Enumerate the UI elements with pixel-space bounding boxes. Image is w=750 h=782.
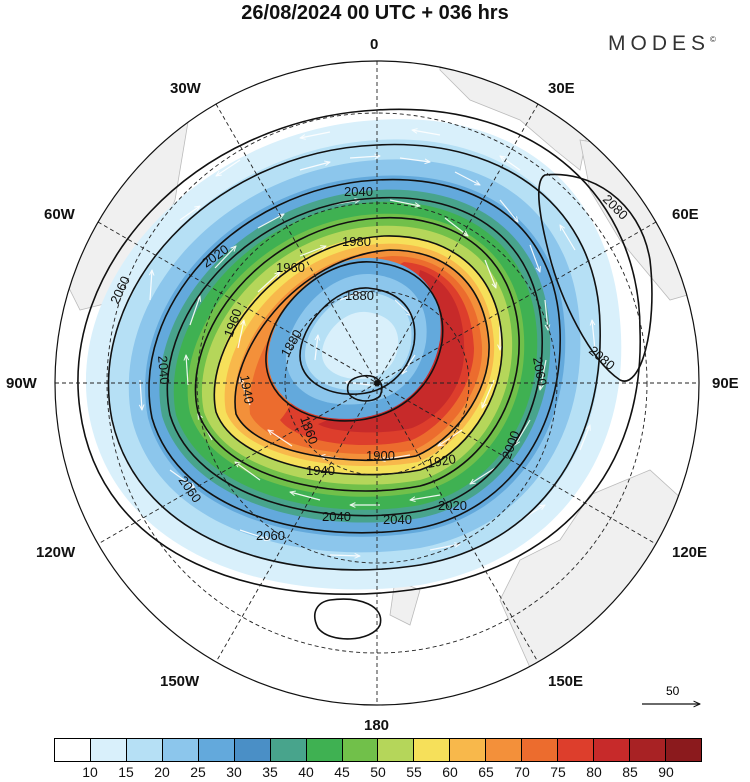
colorbar-segment (342, 739, 379, 761)
lon-label-180: 180 (364, 717, 390, 734)
lon-label-60w: 60W (44, 206, 75, 223)
colorbar-segment (378, 739, 415, 761)
brand-logo: MODES© (608, 32, 716, 55)
colorbar-tick-label: 65 (478, 764, 494, 780)
colorbar-tick-label: 30 (226, 764, 242, 780)
colorbar-segment (414, 739, 451, 761)
contour-label: 2060 (530, 356, 550, 387)
lon-label-0: 0 (370, 36, 379, 53)
colorbar-segment (665, 739, 701, 761)
colorbar-segment (594, 739, 630, 761)
colorbar-tick-label: 55 (406, 764, 422, 780)
colorbar-tick-label: 85 (622, 764, 638, 780)
lon-label-90w: 90W (6, 375, 37, 392)
colorbar-tick-label: 40 (298, 764, 314, 780)
contour-label: 1940 (306, 463, 335, 478)
colorbar-tick-label: 80 (586, 764, 602, 780)
lon-label-120e: 120E (672, 544, 708, 561)
lon-label-90e: 90E (712, 375, 739, 392)
colorbar-segment (486, 739, 523, 761)
colorbar-segment (90, 739, 127, 761)
colorbar-segment (558, 739, 595, 761)
colorbar-tick-label: 25 (190, 764, 206, 780)
contour-label: 1960 (276, 260, 305, 275)
colorbar-tick-label: 70 (514, 764, 530, 780)
colorbar-segment (126, 739, 163, 761)
lon-label-30e: 30E (548, 80, 575, 97)
colorbar-tick-label: 50 (370, 764, 386, 780)
colorbar-tick-label: 20 (154, 764, 170, 780)
colorbar-tick-label: 90 (658, 764, 674, 780)
colorbar-segment (55, 739, 91, 761)
colorbar-tick-label: 15 (118, 764, 134, 780)
lon-label-120w: 120W (36, 544, 76, 561)
height-contours (77, 108, 653, 640)
colorbar-tick-label: 75 (550, 764, 566, 780)
lon-label-60e: 60E (672, 206, 699, 223)
pole-marker (374, 380, 380, 386)
colorbar-segment (234, 739, 271, 761)
lon-label-30w: 30W (170, 80, 201, 97)
colorbar-segment (450, 739, 487, 761)
colorbar-segment (198, 739, 235, 761)
colorbar-tick-label: 45 (334, 764, 350, 780)
lon-label-150e: 150E (548, 673, 584, 690)
reference-vector-label: 50 (666, 684, 680, 698)
colorbar-segment (306, 739, 343, 761)
contour-label: 2060 (256, 528, 285, 543)
polar-map: 2040 1980 1960 1880 2020 1960 1880 1860 … (54, 60, 700, 706)
contour-label: 2040 (322, 509, 351, 524)
contour-label: 1900 (366, 448, 395, 463)
map-title: 26/08/2024 00 UTC + 036 hrs (241, 2, 509, 24)
contour-label: 2040 (383, 512, 412, 527)
contour-label: 2040 (344, 184, 373, 199)
reference-arrow-icon (642, 698, 704, 710)
colorbar-tick-label: 10 (82, 764, 98, 780)
colorbar-labels: 10 15 20 25 30 35 40 45 50 55 60 65 70 75 80 85 90 (54, 764, 702, 782)
contour-label: 1980 (342, 234, 371, 249)
contour-label: 2020 (438, 498, 467, 513)
map-boundary (54, 60, 700, 706)
contour-label: 1920 (426, 451, 457, 471)
colorbar-tick-label: 35 (262, 764, 278, 780)
colorbar-tick-label: 60 (442, 764, 458, 780)
colorbar-segment (630, 739, 666, 761)
contour-label: 1940 (237, 374, 257, 405)
colorbar (54, 738, 702, 762)
lon-label-150w: 150W (160, 673, 200, 690)
contour-label: 1880 (345, 288, 374, 303)
contour-label: 2040 (155, 355, 172, 385)
colorbar-segment (162, 739, 199, 761)
colorbar-segment (522, 739, 559, 761)
colorbar-segment (270, 739, 307, 761)
